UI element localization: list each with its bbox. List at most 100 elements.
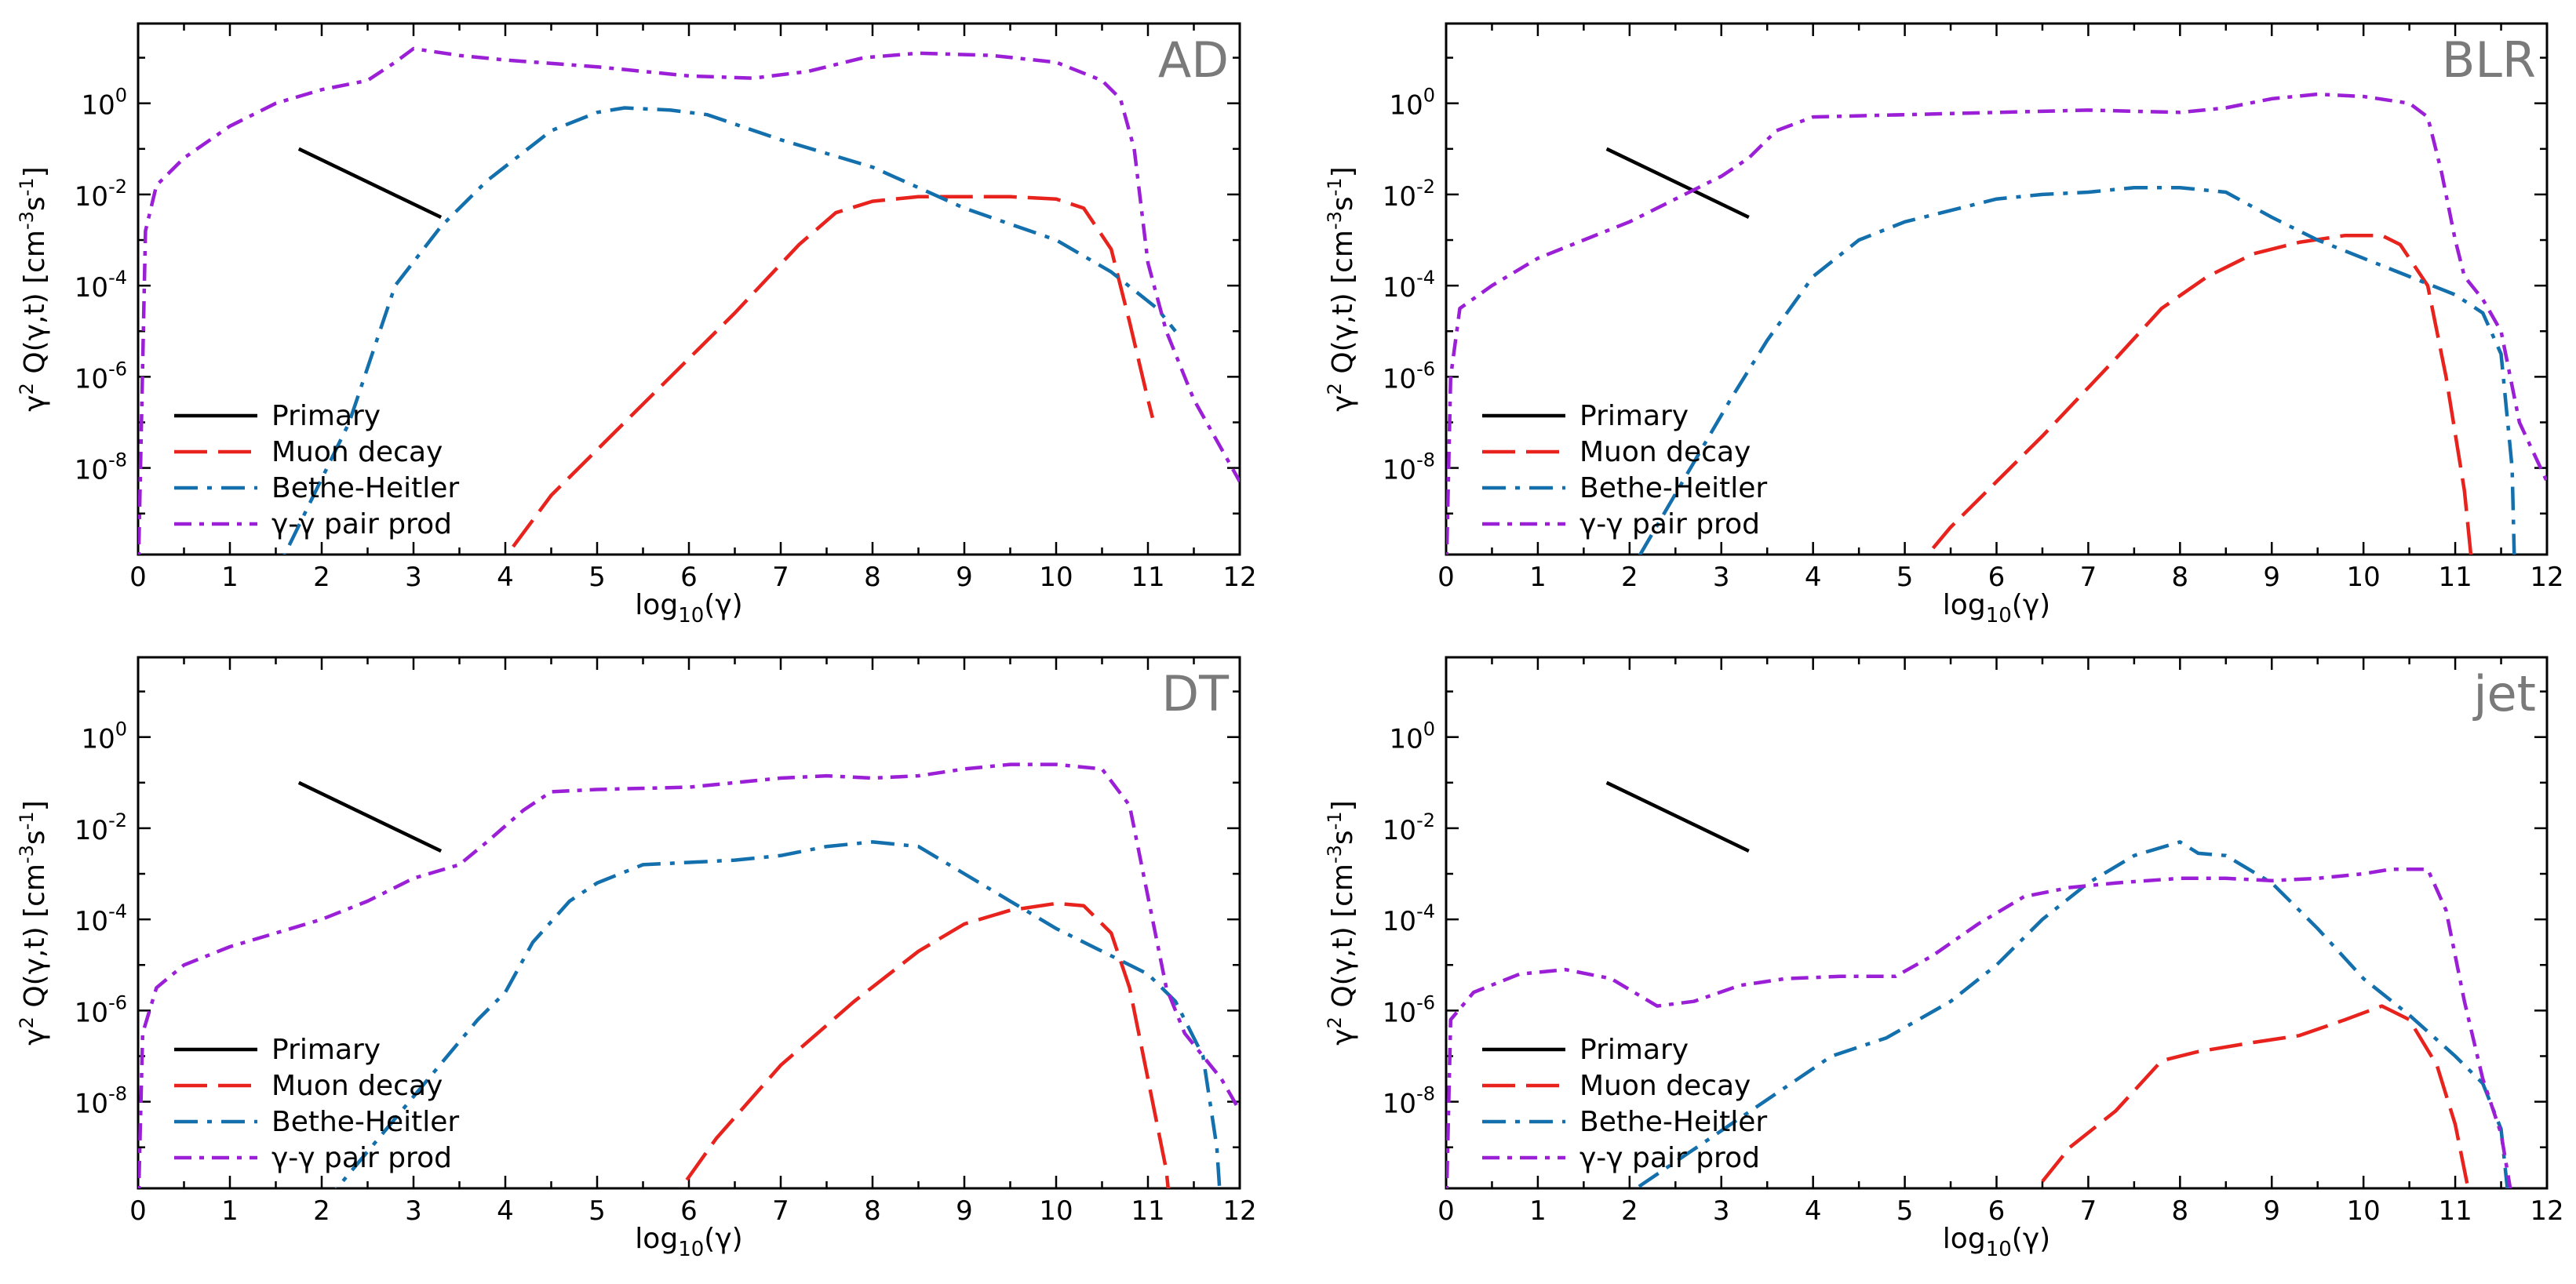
x-tick-label: 6 xyxy=(680,562,698,593)
panel-dt: 0 1 2 3 4 5 6 7 8 9 10 11 1210-810-610-410-2100log10… xyxy=(16,656,1257,1261)
x-tick-label: 7 xyxy=(772,562,789,593)
x-tick-label: 8 xyxy=(2172,562,2189,593)
y-tick-label: 10-8 xyxy=(1383,1083,1435,1120)
x-tick-label: 0 xyxy=(129,1195,147,1227)
x-tick-label: 8 xyxy=(2172,1195,2189,1227)
panel-blr: 0 1 2 3 4 5 6 7 8 9 10 11 1210-810-610-410-2100log10… xyxy=(1324,22,2564,627)
x-tick-label: 2 xyxy=(1621,1195,1638,1227)
series-line-muon xyxy=(678,901,1171,1188)
panel-label: jet xyxy=(2472,665,2536,722)
x-tick-label: 1 xyxy=(1529,562,1547,593)
y-tick-label: 100 xyxy=(1389,85,1435,122)
y-tick-label: 10-4 xyxy=(75,267,127,304)
series-line-muon xyxy=(505,195,1155,555)
y-tick-label: 100 xyxy=(81,718,127,755)
x-ticks xyxy=(137,657,1241,1188)
legend-label-primary: Primary xyxy=(1579,400,1689,432)
x-tick-label: 12 xyxy=(1222,1195,1256,1227)
x-tick-label: 3 xyxy=(405,562,422,593)
x-ticks xyxy=(137,24,1241,555)
x-tick-label: 2 xyxy=(313,1195,330,1227)
x-tick-label: 4 xyxy=(1805,562,1822,593)
x-ticks xyxy=(1445,24,2549,555)
x-tick-label: 7 xyxy=(2080,562,2097,593)
x-tick-label: 4 xyxy=(497,1195,514,1227)
x-tick-label: 8 xyxy=(864,1195,881,1227)
y-tick-label: 10-4 xyxy=(1383,900,1435,937)
y-tick-label: 10-6 xyxy=(75,991,127,1028)
x-axis-title: log10(γ) xyxy=(635,1223,742,1261)
legend-label-bh: Bethe-Heitler xyxy=(271,472,459,504)
series-line-gg xyxy=(138,762,1240,1188)
y-tick-label: 10-4 xyxy=(1383,267,1435,304)
x-tick-label: 12 xyxy=(2530,562,2563,593)
y-tick-label: 10-2 xyxy=(75,809,127,846)
x-tick-label: 0 xyxy=(129,562,147,593)
x-tick-label: 5 xyxy=(588,562,606,593)
series-line-gg xyxy=(1446,92,2547,555)
x-tick-label: 5 xyxy=(588,1195,606,1227)
x-tick-label: 0 xyxy=(1437,1195,1455,1227)
x-tick-label: 9 xyxy=(956,1195,973,1227)
series-line-primary xyxy=(1605,780,1750,853)
y-tick-label: 10-6 xyxy=(1383,991,1435,1028)
legend-label-muon: Muon decay xyxy=(271,1070,443,1102)
x-tick-label: 10 xyxy=(2347,1195,2381,1227)
series-line-muon xyxy=(2035,1004,2470,1188)
y-ticks xyxy=(1446,690,2547,1148)
panel-jet: 0 1 2 3 4 5 6 7 8 9 10 11 1210-810-610-410-2100log10… xyxy=(1324,656,2564,1261)
x-tick-label: 9 xyxy=(956,562,973,593)
x-tick-label: 10 xyxy=(1039,1195,1073,1227)
y-axis-title: γ2 Q(γ,t) [cm-3s-1] xyxy=(1324,166,1359,411)
y-tick-label: 10-2 xyxy=(75,176,127,213)
series-line-primary xyxy=(297,147,443,220)
legend-label-primary: Primary xyxy=(271,400,381,432)
x-tick-label: 7 xyxy=(2080,1195,2097,1227)
x-tick-label: 8 xyxy=(864,562,881,593)
x-tick-label: 7 xyxy=(772,1195,789,1227)
series-line-bh xyxy=(1638,185,2516,555)
x-tick-label: 6 xyxy=(1988,1195,2006,1227)
legend-label-bh: Bethe-Heitler xyxy=(1579,472,1767,504)
y-tick-label: 10-8 xyxy=(1383,449,1435,486)
series-group xyxy=(1446,92,2547,555)
series-line-primary xyxy=(297,780,443,853)
y-axis-title: γ2 Q(γ,t) [cm-3s-1] xyxy=(16,800,51,1045)
x-tick-label: 9 xyxy=(2263,1195,2280,1227)
y-tick-label: 100 xyxy=(1389,718,1435,755)
panel-label: BLR xyxy=(2442,31,2536,89)
x-tick-label: 3 xyxy=(1713,562,1730,593)
x-tick-label: 3 xyxy=(405,1195,422,1227)
y-axis-title: γ2 Q(γ,t) [cm-3s-1] xyxy=(1324,800,1359,1045)
legend-label-primary: Primary xyxy=(1579,1034,1689,1066)
y-axis-title: γ2 Q(γ,t) [cm-3s-1] xyxy=(16,166,51,411)
panel-label: DT xyxy=(1161,665,1230,722)
series-line-primary xyxy=(1605,147,1750,220)
x-tick-label: 12 xyxy=(1222,562,1256,593)
legend-label-muon: Muon decay xyxy=(1579,436,1751,468)
x-tick-label: 2 xyxy=(1621,562,1638,593)
x-tick-label: 4 xyxy=(1805,1195,1822,1227)
x-tick-label: 6 xyxy=(680,1195,698,1227)
legend: Primary Muon decay Bethe-Heitler γ-γ pair p… xyxy=(174,400,459,540)
x-tick-label: 10 xyxy=(2347,562,2381,593)
series-line-bh xyxy=(282,106,1177,555)
y-tick-label: 10-2 xyxy=(1383,176,1435,213)
legend-label-primary: Primary xyxy=(271,1034,381,1066)
x-tick-label: 6 xyxy=(1988,562,2006,593)
series-group xyxy=(1446,780,2512,1188)
x-tick-label: 1 xyxy=(221,562,239,593)
x-tick-label: 3 xyxy=(1713,1195,1730,1227)
x-tick-label: 10 xyxy=(1039,562,1073,593)
y-tick-label: 10-2 xyxy=(1383,809,1435,846)
legend-label-gg: γ-γ pair prod xyxy=(271,508,452,540)
x-tick-label: 4 xyxy=(497,562,514,593)
x-tick-label: 11 xyxy=(2438,1195,2472,1227)
x-axis-title: log10(γ) xyxy=(1943,589,2050,627)
x-axis-title: log10(γ) xyxy=(1943,1223,2050,1261)
y-tick-label: 100 xyxy=(81,85,127,122)
x-ticks xyxy=(1445,657,2549,1188)
x-tick-label: 11 xyxy=(2438,562,2472,593)
x-tick-label: 11 xyxy=(1131,562,1164,593)
legend-label-gg: γ-γ pair prod xyxy=(1579,508,1760,540)
